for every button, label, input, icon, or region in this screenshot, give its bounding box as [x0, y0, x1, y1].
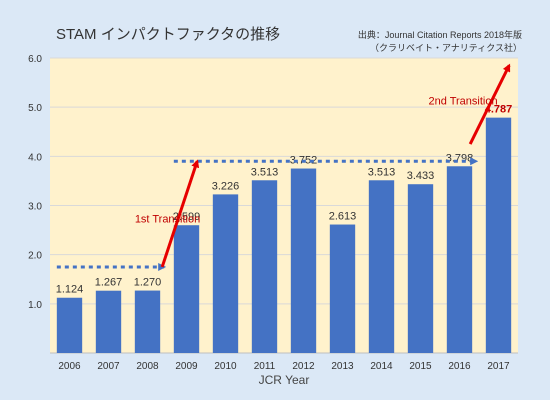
bar-value-label: 2.613 — [329, 211, 357, 223]
transition-annotations: 1st Transition 2nd Transition — [56, 63, 511, 271]
bar-value-label: 3.513 — [368, 166, 396, 178]
gridlines — [50, 57, 518, 354]
transition-label: 2nd Transition — [429, 96, 498, 108]
bars — [56, 117, 512, 354]
source-publisher: （クラリベイト・アナリティクス社） — [370, 42, 522, 53]
x-tick-label: 2015 — [409, 361, 432, 372]
bar-value-label-highlight: 4.787 — [485, 104, 513, 116]
bar-value-label: 3.513 — [251, 166, 279, 178]
bar — [485, 117, 512, 354]
y-axis-ticks: 1.0 2.0 3.0 4.0 5.0 6.0 — [28, 54, 42, 311]
bar — [368, 180, 395, 353]
bar — [134, 290, 161, 353]
bar-value-label: 1.124 — [56, 284, 84, 296]
bar — [173, 225, 200, 353]
x-axis-ticks: 2006 2007 2008 2009 2010 2011 2012 2013 2014 2015… — [58, 361, 510, 372]
bar — [290, 168, 317, 353]
x-tick-label: 2009 — [175, 361, 198, 372]
bar — [56, 297, 83, 353]
y-tick-label: 4.0 — [28, 152, 42, 163]
bar — [407, 184, 434, 353]
bar-value-label: 3.226 — [212, 180, 240, 192]
x-tick-label: 2007 — [97, 361, 120, 372]
x-tick-label: 2011 — [254, 361, 276, 372]
x-axis-label: JCR Year — [259, 373, 310, 387]
bar-value-label: 3.433 — [407, 170, 435, 182]
transition-label: 1st Transition — [135, 214, 200, 226]
y-tick-label: 2.0 — [28, 251, 42, 262]
y-tick-label: 3.0 — [28, 202, 42, 213]
transition-arrow — [468, 63, 511, 145]
x-tick-label: 2017 — [487, 361, 510, 372]
x-tick-label: 2008 — [136, 361, 159, 372]
x-tick-label: 2013 — [331, 361, 354, 372]
transition-arrow — [160, 159, 200, 268]
y-tick-label: 1.0 — [28, 300, 42, 311]
y-tick-label: 5.0 — [28, 103, 42, 114]
y-tick-label: 6.0 — [28, 54, 42, 65]
bar — [212, 194, 239, 353]
bar-value-label: 1.270 — [134, 277, 162, 289]
x-tick-label: 2016 — [448, 361, 471, 372]
bar — [95, 290, 122, 353]
x-tick-label: 2012 — [292, 361, 315, 372]
chart-title: STAM インパクトファクタの推移 — [56, 26, 280, 43]
x-tick-label: 2010 — [214, 361, 237, 372]
bar — [251, 180, 278, 353]
x-tick-label: 2006 — [58, 361, 81, 372]
bar — [329, 224, 356, 353]
bar — [446, 166, 473, 353]
x-tick-label: 2014 — [370, 361, 393, 372]
bar-value-label: 3.798 — [446, 152, 474, 164]
source-citation: 出典：Journal Citation Reports 2018年版 — [358, 29, 522, 40]
bar-value-label: 1.267 — [95, 277, 123, 289]
